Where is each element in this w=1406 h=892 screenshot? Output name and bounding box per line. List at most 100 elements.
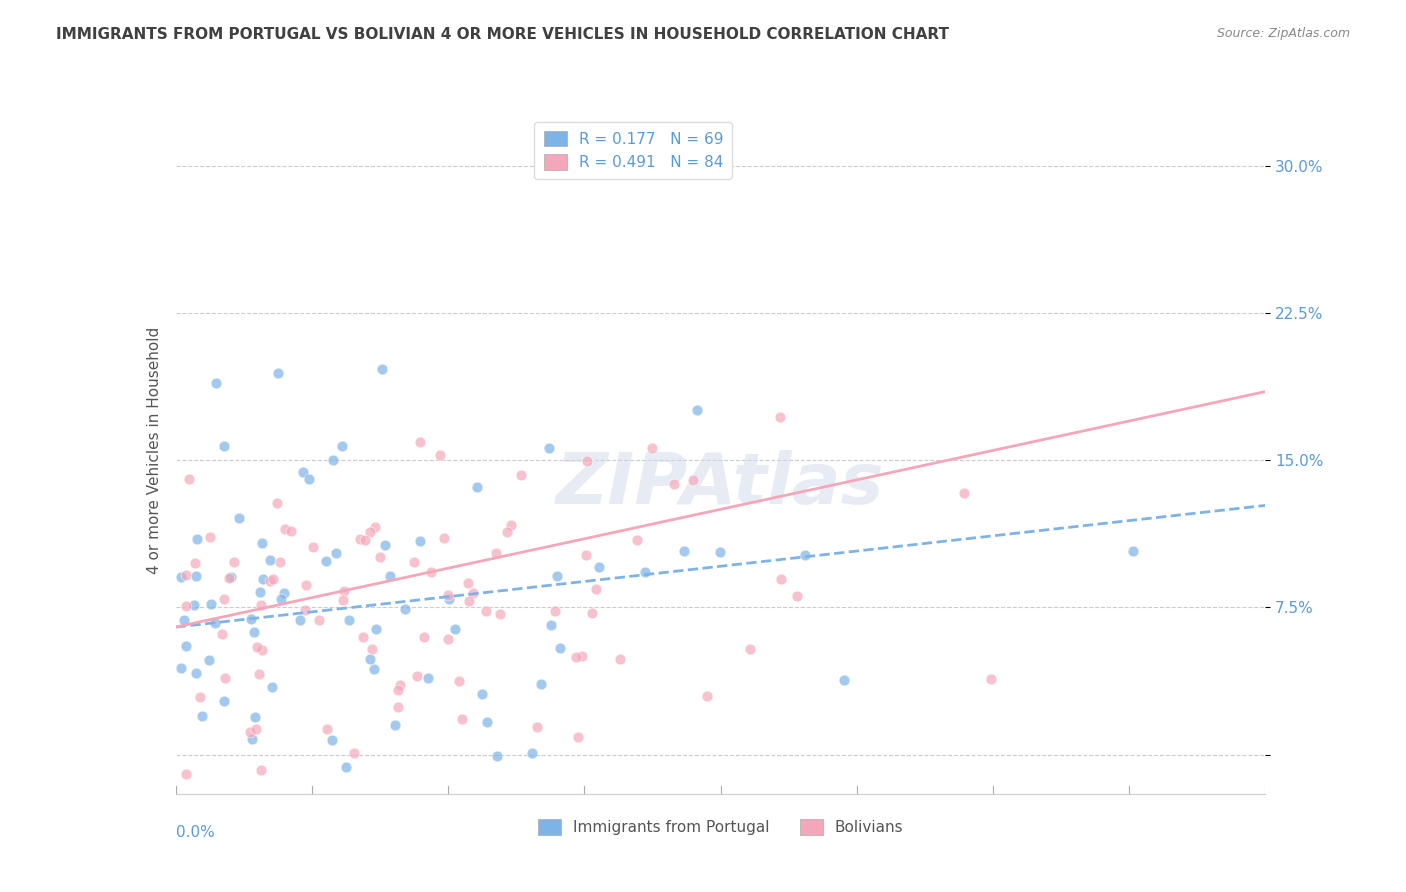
Point (548, 640, 571, 655)
Point (343, 746, 366, 760)
Point (349, 533, 371, 547)
Point (451, 712, 474, 726)
Point (219, 570, 242, 584)
Point (546, 569, 568, 583)
Point (174, 599, 197, 614)
Point (363, 662, 385, 676)
Point (288, 613, 311, 627)
Point (565, 650, 588, 665)
Point (174, 767, 197, 781)
Point (354, 533, 377, 547)
Point (567, 730, 589, 744)
Point (537, 441, 560, 455)
Point (457, 576, 479, 591)
Point (250, 763, 273, 777)
Point (429, 448, 451, 462)
Point (540, 618, 562, 632)
Point (740, 641, 762, 656)
Point (409, 534, 432, 549)
Point (174, 639, 197, 653)
Point (291, 465, 314, 479)
Point (322, 452, 344, 467)
Point (477, 715, 499, 730)
Point (389, 678, 412, 692)
Y-axis label: 4 or more Vehicles in Household: 4 or more Vehicles in Household (146, 326, 162, 574)
Point (188, 690, 211, 704)
Point (247, 666, 270, 681)
Point (443, 622, 465, 636)
Point (384, 718, 406, 732)
Point (204, 616, 226, 631)
Text: Source: ZipAtlas.com: Source: ZipAtlas.com (1216, 27, 1350, 40)
Point (387, 700, 409, 714)
Point (214, 671, 236, 685)
Point (672, 543, 695, 558)
Text: ZIPAtlas: ZIPAtlas (557, 450, 884, 519)
Point (186, 665, 208, 680)
Point (416, 671, 439, 685)
Point (250, 598, 273, 612)
Point (458, 593, 481, 607)
Point (269, 556, 291, 570)
Point (793, 549, 815, 563)
Point (262, 572, 284, 586)
Point (413, 630, 436, 644)
Point (574, 548, 596, 562)
Point (266, 495, 288, 509)
Point (436, 632, 458, 646)
Point (205, 376, 228, 391)
Point (321, 733, 343, 747)
Point (333, 584, 356, 599)
Point (242, 625, 264, 640)
Point (530, 676, 553, 690)
Point (212, 439, 235, 453)
Point (364, 622, 387, 636)
Point (449, 674, 471, 689)
Point (368, 549, 391, 564)
Point (465, 480, 488, 494)
Point (212, 592, 235, 607)
Point (211, 627, 233, 641)
Point (294, 603, 316, 617)
Point (374, 537, 396, 551)
Point (544, 604, 567, 618)
Point (662, 476, 685, 491)
Point (485, 546, 508, 560)
Point (571, 648, 593, 663)
Point (183, 598, 205, 612)
Point (488, 607, 510, 622)
Point (325, 546, 347, 560)
Point (463, 586, 485, 600)
Point (380, 568, 402, 582)
Point (240, 732, 263, 747)
Point (364, 520, 387, 534)
Text: 0.0%: 0.0% (176, 825, 215, 839)
Point (359, 651, 381, 665)
Point (769, 409, 792, 424)
Point (315, 554, 337, 568)
Legend: Immigrants from Portugal, Bolivians: Immigrants from Portugal, Bolivians (531, 813, 910, 841)
Point (682, 473, 704, 487)
Point (332, 593, 354, 607)
Point (436, 588, 458, 602)
Point (198, 530, 221, 544)
Point (218, 571, 240, 585)
Point (179, 472, 201, 486)
Point (709, 545, 731, 559)
Point (433, 532, 456, 546)
Point (952, 486, 974, 500)
Point (170, 569, 193, 583)
Point (588, 560, 610, 574)
Point (437, 592, 460, 607)
Point (1122, 543, 1144, 558)
Point (184, 556, 207, 570)
Point (585, 582, 607, 596)
Point (769, 572, 792, 586)
Point (245, 723, 267, 737)
Point (297, 472, 319, 486)
Point (406, 669, 429, 683)
Point (581, 606, 603, 620)
Point (186, 533, 208, 547)
Point (332, 439, 354, 453)
Point (337, 613, 360, 627)
